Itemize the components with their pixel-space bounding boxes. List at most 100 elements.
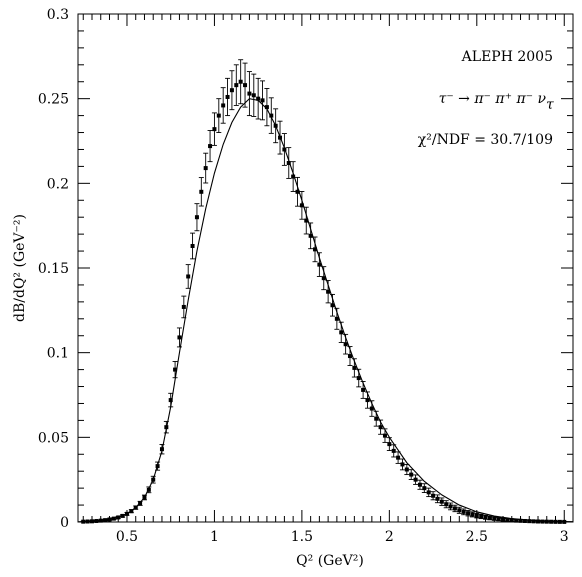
- data-point: [479, 514, 484, 519]
- data-point: [396, 455, 401, 460]
- data-point: [426, 490, 431, 495]
- data-point: [291, 174, 296, 179]
- data-point: [501, 517, 506, 522]
- data-point: [107, 517, 112, 522]
- data-point: [304, 218, 309, 223]
- experiment-label: ALEPH 2005: [461, 49, 553, 65]
- data-point: [439, 499, 444, 504]
- x-tick-labels: 0.5 1 1.5 2 2.5 3: [116, 529, 569, 545]
- data-point: [81, 519, 86, 524]
- data-point: [343, 342, 348, 347]
- data-point: [225, 94, 230, 99]
- data-point: [94, 518, 99, 523]
- data-point: [124, 511, 129, 516]
- data-point: [562, 519, 567, 524]
- data-point: [326, 289, 331, 294]
- data-point: [391, 448, 396, 453]
- data-point: [347, 354, 352, 359]
- data-point: [356, 376, 361, 381]
- data-point: [243, 83, 248, 88]
- data-point: [522, 518, 527, 523]
- data-point: [234, 83, 239, 88]
- data-point: [483, 515, 488, 520]
- data-point: [199, 189, 204, 194]
- data-point: [173, 367, 178, 372]
- data-point: [203, 166, 208, 171]
- y-tick-label: 0: [60, 515, 69, 531]
- data-point: [352, 365, 357, 370]
- data-point: [103, 518, 108, 523]
- error-bars: [80, 59, 567, 523]
- data-point: [540, 519, 545, 524]
- data-point: [181, 304, 186, 309]
- data-point: [404, 467, 409, 472]
- data-point: [557, 519, 562, 524]
- data-point: [527, 519, 532, 524]
- x-tick-label: 2: [385, 529, 394, 545]
- data-point: [431, 493, 436, 498]
- data-point: [116, 515, 121, 520]
- data-point: [452, 506, 457, 511]
- data-point: [221, 103, 226, 108]
- y-axis-label: dB/dQ² (GeV⁻²): [12, 214, 28, 322]
- data-point: [133, 505, 138, 510]
- data-point: [89, 519, 94, 524]
- data-point: [544, 519, 549, 524]
- data-point: [496, 517, 501, 522]
- data-point: [264, 105, 269, 110]
- data-point: [461, 509, 466, 514]
- data-point: [273, 123, 278, 128]
- chi2-label: χ²/NDF = 30.7/109: [418, 132, 553, 148]
- data-point: [190, 243, 195, 248]
- y-tick-label: 0.05: [38, 430, 69, 446]
- y-tick-labels: 0 0.05 0.1 0.15 0.2 0.25 0.3: [38, 7, 69, 531]
- data-point: [382, 433, 387, 438]
- data-point: [435, 496, 440, 501]
- data-point: [413, 477, 418, 482]
- axis-ticks: [78, 13, 573, 523]
- data-point: [509, 518, 514, 523]
- data-point: [159, 447, 164, 452]
- data-point: [295, 189, 300, 194]
- data-point: [260, 98, 265, 103]
- data-point: [466, 511, 471, 516]
- data-point: [155, 464, 160, 469]
- data-point: [448, 504, 453, 509]
- x-tick-label: 2.5: [466, 529, 488, 545]
- data-point: [470, 512, 475, 517]
- data-point: [229, 88, 234, 93]
- x-axis-label: Q² (GeV²): [296, 553, 364, 569]
- data-point: [387, 442, 392, 447]
- decay-subscript: τ: [546, 97, 554, 113]
- data-point: [247, 91, 252, 96]
- data-point: [518, 518, 523, 523]
- data-point: [444, 502, 449, 507]
- data-point: [361, 387, 366, 392]
- data-point: [334, 316, 339, 321]
- y-tick-label: 0.1: [47, 346, 69, 362]
- data-point: [111, 516, 116, 521]
- data-point: [531, 519, 536, 524]
- data-point: [168, 398, 173, 403]
- data-point: [164, 425, 169, 430]
- data-point: [251, 93, 256, 98]
- data-point: [457, 508, 462, 513]
- data-point: [321, 276, 326, 281]
- data-point: [374, 416, 379, 421]
- y-tick-label: 0.15: [38, 261, 69, 277]
- data-point: [422, 486, 427, 491]
- x-tick-label: 1: [210, 529, 219, 545]
- data-point: [553, 519, 558, 524]
- data-point: [487, 515, 492, 520]
- fit-curve: [77, 98, 574, 523]
- data-point: [208, 144, 213, 149]
- data-point: [146, 487, 151, 492]
- data-point: [216, 113, 221, 118]
- x-tick-label: 3: [560, 529, 569, 545]
- data-point: [278, 135, 283, 140]
- data-point: [536, 519, 541, 524]
- data-point: [269, 113, 274, 118]
- data-point: [317, 262, 322, 267]
- data-point: [400, 462, 405, 467]
